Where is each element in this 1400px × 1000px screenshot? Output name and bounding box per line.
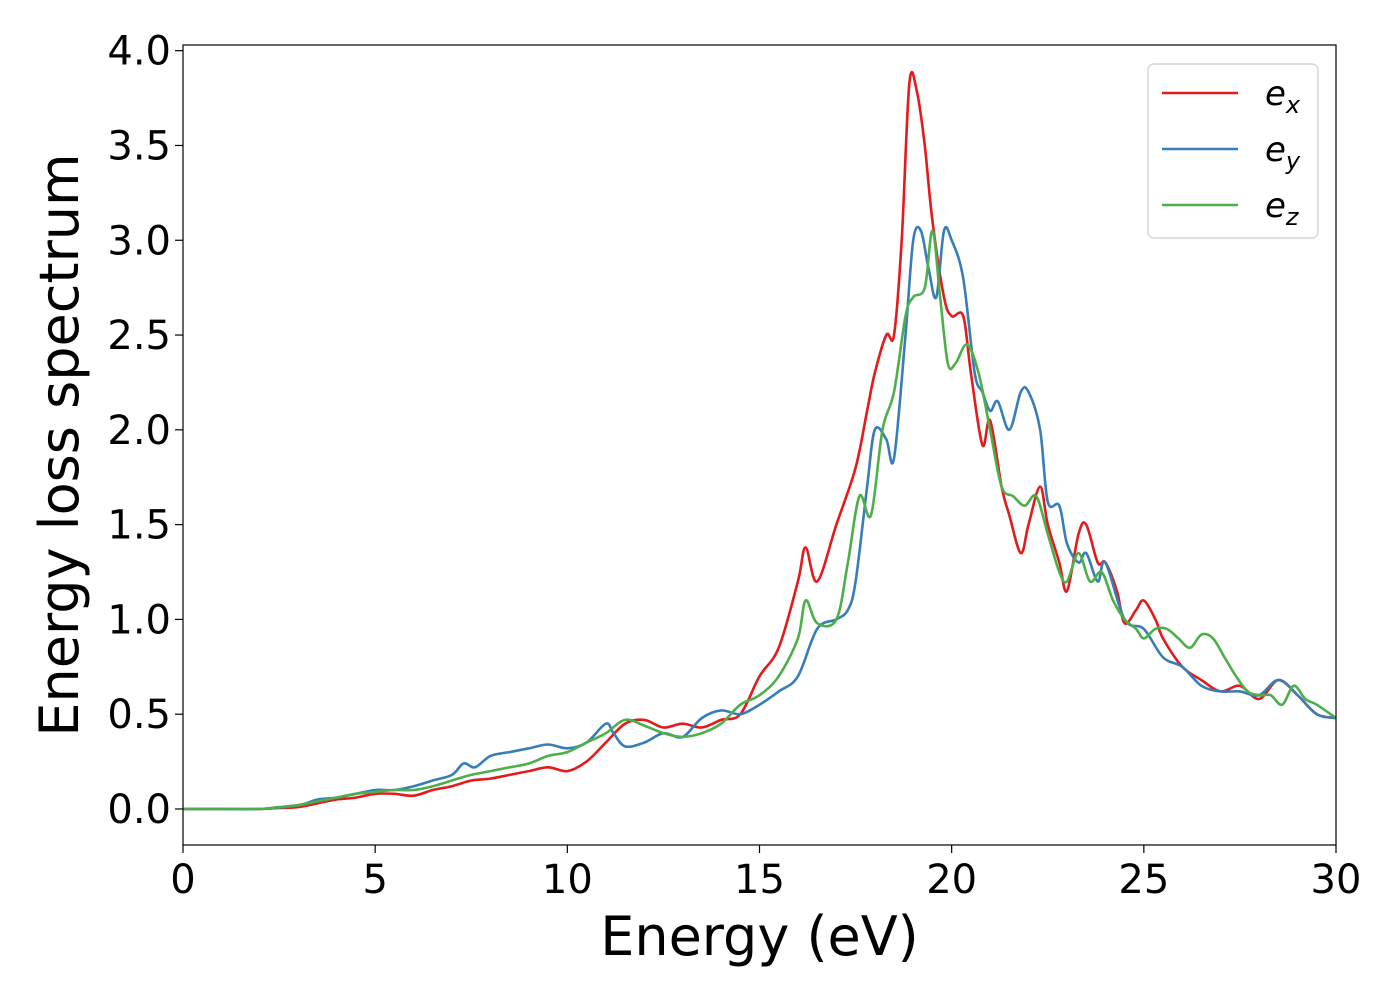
x-tick-label: 5 bbox=[362, 857, 387, 903]
y-tick-label: 4.0 bbox=[107, 29, 171, 75]
x-tick-label: 20 bbox=[926, 857, 977, 903]
x-axis-label: Energy (eV) bbox=[600, 905, 919, 968]
series-lines bbox=[183, 71, 1336, 811]
legend-box bbox=[1147, 63, 1319, 239]
x-tick-label: 10 bbox=[542, 857, 593, 903]
y-tick-label: 0.5 bbox=[107, 692, 171, 738]
series-line-ey bbox=[183, 225, 1336, 811]
y-tick-label: 3.5 bbox=[107, 123, 171, 169]
x-axis-ticks: 0 5 10 15 20 25 30 bbox=[170, 845, 1361, 903]
x-tick-label: 0 bbox=[170, 857, 195, 903]
y-tick-label: 1.5 bbox=[107, 503, 171, 549]
y-axis-ticks: 0.0 0.5 1.0 1.5 2.0 2.5 3.0 3.5 4.0 bbox=[107, 29, 183, 833]
y-axis-label: Energy loss spectrum bbox=[28, 153, 91, 736]
series-line-ez bbox=[183, 229, 1336, 811]
x-tick-label: 25 bbox=[1118, 857, 1169, 903]
y-tick-label: 2.0 bbox=[107, 408, 171, 454]
legend-entry: ez bbox=[1265, 186, 1300, 231]
y-tick-label: 2.5 bbox=[107, 313, 171, 359]
legend-entry: ex bbox=[1265, 74, 1301, 119]
x-tick-label: 30 bbox=[1311, 857, 1362, 903]
x-tick-label: 15 bbox=[734, 857, 785, 903]
legend-entry: ey bbox=[1265, 130, 1301, 175]
series-line-ex bbox=[183, 71, 1336, 811]
y-tick-label: 3.0 bbox=[107, 218, 171, 264]
legend: ex ey ez bbox=[1147, 63, 1319, 239]
y-tick-label: 0.0 bbox=[107, 787, 171, 833]
y-tick-label: 1.0 bbox=[107, 597, 171, 643]
